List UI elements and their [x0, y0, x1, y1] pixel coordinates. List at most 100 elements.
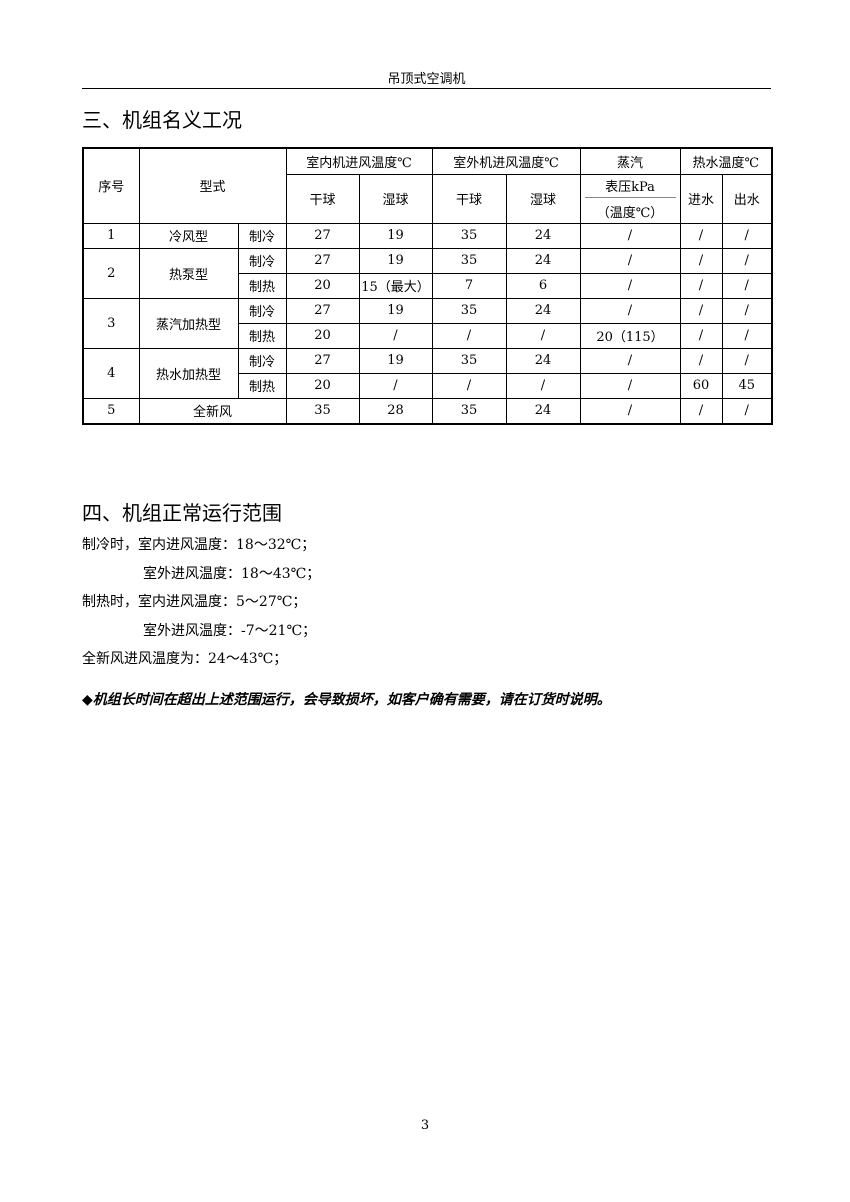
header-water-out: 出水 — [721, 173, 773, 224]
cell-water-out: / — [721, 297, 773, 324]
table-row: 1 冷风型 制冷 27 19 35 24// / — [82, 222, 773, 249]
cell-steam: / — [579, 272, 681, 299]
header-indoor-wet: 湿球 — [358, 173, 433, 224]
cell-steam: / — [579, 372, 681, 399]
cell-water-out: 45 — [721, 372, 773, 399]
table-row: 4 热水加热型 制冷 27 19 35 24// / — [82, 347, 773, 399]
cell-water-in: / — [679, 297, 723, 324]
cell-outdoor-wet: 24 — [505, 347, 581, 374]
cell-indoor-dry: 27 — [285, 297, 360, 324]
cell-outdoor-dry: 35 — [431, 297, 507, 324]
row-mode: 制热 — [237, 372, 287, 399]
row-mode: 制冷 — [237, 297, 287, 324]
cell-outdoor-dry: / — [431, 322, 507, 349]
row-mode: 制冷 — [237, 222, 287, 249]
pressure-temp-label: （温度℃） — [596, 206, 664, 221]
range-line: 全新风进风温度为：24～43℃； — [82, 651, 288, 667]
cell-indoor-dry: 20 — [285, 272, 360, 299]
cell-water-out: / — [721, 222, 773, 249]
cell-outdoor-wet: 6 — [505, 272, 581, 299]
cell-water-in: / — [679, 222, 723, 249]
header-type: 型式 — [138, 147, 287, 224]
cell-indoor-wet: 19 — [358, 247, 433, 274]
cell-indoor-dry: 27 — [285, 222, 360, 249]
cell-outdoor-wet: 24 — [505, 222, 581, 249]
header-steam: 蒸汽 — [579, 147, 681, 175]
cell-steam: / — [579, 222, 681, 249]
cell-water-in: 60 — [679, 372, 723, 399]
row-number: 2 — [82, 247, 140, 299]
header-rule — [82, 88, 771, 89]
header-indoor: 室内机进风温度℃ — [285, 147, 433, 175]
cell-outdoor-wet: 24 — [505, 247, 581, 274]
range-line: 室外进风温度：18～43℃； — [143, 566, 321, 582]
row-type: 冷风型 — [138, 222, 239, 249]
cell-water-out: / — [721, 397, 773, 424]
cell-outdoor-dry: 35 — [431, 222, 507, 249]
cell-indoor-wet: / — [358, 372, 433, 399]
table-row: 2 热泵型 制冷 27 19 35 24// / — [82, 247, 773, 299]
header-outdoor: 室外机进风温度℃ — [431, 147, 581, 175]
header-outdoor-wet: 湿球 — [505, 173, 581, 224]
cell-water-in: / — [679, 347, 723, 374]
cell-indoor-wet: 19 — [358, 347, 433, 374]
cell-outdoor-dry: 35 — [431, 347, 507, 374]
cell-indoor-wet: 28 — [358, 397, 433, 424]
row-number: 1 — [82, 222, 140, 249]
cell-outdoor-wet: 24 — [505, 297, 581, 324]
cell-water-out: / — [721, 272, 773, 299]
row-type: 热水加热型 — [138, 347, 239, 399]
header-no: 序号 — [82, 147, 140, 224]
cell-indoor-dry: 27 — [285, 347, 360, 374]
cell-indoor-dry: 20 — [285, 322, 360, 349]
nominal-conditions-table: 序号 型式 室内机进风温度℃ 室外机进风温度℃ 蒸汽 热水温度℃ 干球 湿球 干… — [82, 147, 773, 425]
row-type: 蒸汽加热型 — [138, 297, 239, 349]
cell-steam: / — [579, 397, 681, 424]
cell-indoor-wet: 15（最大） — [358, 272, 433, 299]
row-mode: 制热 — [237, 272, 287, 299]
table-row: 制热 20 15（最大） 7 6// / — [83, 272, 773, 299]
row-mode: 制热 — [237, 322, 287, 349]
cell-water-in: / — [679, 247, 723, 274]
cell-steam: / — [579, 297, 681, 324]
row-number: 5 — [82, 397, 140, 424]
cell-indoor-dry: 20 — [285, 372, 360, 399]
warning-note: ◆机组长时间在超出上述范围运行，会导致损坏，如客户确有需要，请在订货时说明。 — [82, 692, 611, 708]
cell-water-out: / — [721, 247, 773, 274]
row-mode: 制冷 — [237, 247, 287, 274]
row-mode: 制冷 — [237, 347, 287, 374]
header-hotwater: 热水温度℃ — [679, 147, 773, 175]
pressure-label: 表压kPa — [584, 176, 676, 198]
cell-outdoor-dry: 35 — [431, 247, 507, 274]
cell-steam: / — [579, 247, 681, 274]
row-type: 全新风 — [138, 397, 287, 424]
cell-water-in: / — [679, 397, 723, 424]
cell-water-in: / — [679, 272, 723, 299]
header-water-in: 进水 — [679, 173, 723, 224]
cell-indoor-wet: / — [358, 322, 433, 349]
cell-outdoor-wet: / — [505, 372, 581, 399]
section-3-title: 三、机组名义工况 — [82, 108, 242, 132]
table-row: 制热 20// //60 45 — [83, 372, 773, 399]
row-type: 热泵型 — [138, 247, 239, 299]
cell-water-out: / — [721, 347, 773, 374]
cell-outdoor-dry: 35 — [431, 397, 507, 424]
cell-outdoor-wet: 24 — [505, 397, 581, 424]
range-line: 室外进风温度：-7～21℃； — [143, 623, 317, 639]
table-row: 3 蒸汽加热型 制冷 27 19 35 24// / — [82, 297, 773, 349]
cell-outdoor-dry: 7 — [431, 272, 507, 299]
cell-indoor-dry: 35 — [285, 397, 360, 424]
table-row: 5 全新风 35 28 35 24// / — [82, 397, 773, 424]
header-steam-pressure: 表压kPa （温度℃） — [579, 173, 681, 224]
header-outdoor-dry: 干球 — [431, 173, 507, 224]
cell-outdoor-dry: / — [431, 372, 507, 399]
cell-water-in: / — [679, 322, 723, 349]
cell-water-out: / — [721, 322, 773, 349]
cell-indoor-wet: 19 — [358, 297, 433, 324]
page-number: 3 — [420, 1118, 430, 1133]
range-line: 制热时，室内进风温度：5～27℃； — [82, 594, 307, 610]
cell-indoor-wet: 19 — [358, 222, 433, 249]
table-row: 制热 20///20（115） / / — [83, 322, 773, 349]
cell-indoor-dry: 27 — [285, 247, 360, 274]
